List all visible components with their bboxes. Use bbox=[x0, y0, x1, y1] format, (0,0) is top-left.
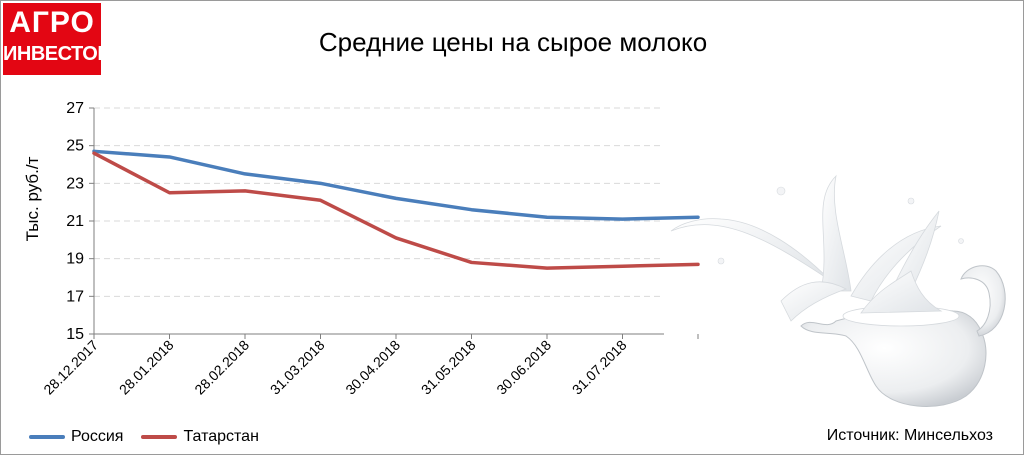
chart-title: Средние цены на сырое молоко bbox=[318, 27, 708, 57]
y-tick-label-17: 17 bbox=[66, 288, 84, 305]
x-tick-label-0: 28.12.2017 bbox=[40, 337, 101, 398]
legend-swatch-russia bbox=[29, 435, 65, 439]
x-tick-label-2: 28.02.2018 bbox=[191, 337, 252, 398]
axes bbox=[89, 107, 699, 339]
agroinvestor-logo: АГРО ИНВЕСТОР bbox=[3, 3, 111, 75]
y-tick-label-23: 23 bbox=[66, 175, 84, 192]
series-line-russia bbox=[92, 149, 700, 221]
x-tick-label-1: 28.01.2018 bbox=[116, 337, 177, 398]
logo-line-2: ИНВЕСТОР bbox=[3, 43, 111, 65]
legend-item-tatarstan: Татарстан bbox=[141, 428, 259, 446]
legend-item-russia: Россия bbox=[29, 428, 123, 446]
y-tick-labels: 15 17 19 21 23 25 27 bbox=[66, 100, 84, 343]
series-line-tatarstan bbox=[92, 151, 700, 270]
y-tick-label-15: 15 bbox=[66, 326, 84, 343]
y-tick-label-21: 21 bbox=[66, 213, 84, 230]
legend-swatch-tatarstan bbox=[141, 435, 178, 439]
legend-label-russia: Россия bbox=[71, 428, 124, 445]
y-axis-label: Тыс. руб./т bbox=[23, 156, 42, 241]
y-tick-label-25: 25 bbox=[66, 138, 84, 155]
x-tick-label-7: 31.07.2018 bbox=[569, 337, 630, 398]
gridlines bbox=[94, 107, 664, 297]
x-tick-label-3: 31.03.2018 bbox=[267, 337, 328, 398]
source-note: Источник: Минсельхоз bbox=[826, 427, 993, 444]
legend-label-tatarstan: Татарстан bbox=[183, 428, 259, 445]
x-tick-label-6: 30.06.2018 bbox=[493, 337, 554, 398]
x-tick-label-5: 31.05.2018 bbox=[418, 337, 479, 398]
logo-line-1: АГРО bbox=[9, 6, 95, 39]
chart-legend: Россия Татарстан bbox=[29, 427, 277, 447]
series-lines bbox=[92, 149, 700, 270]
y-tick-label-19: 19 bbox=[66, 251, 84, 268]
x-tick-label-4: 30.04.2018 bbox=[342, 337, 403, 398]
x-tick-labels: 28.12.2017 28.01.2018 28.02.2018 31.03.2018… bbox=[40, 337, 630, 398]
y-tick-label-27: 27 bbox=[66, 100, 84, 117]
milk-jug-illustration bbox=[670, 174, 1006, 407]
